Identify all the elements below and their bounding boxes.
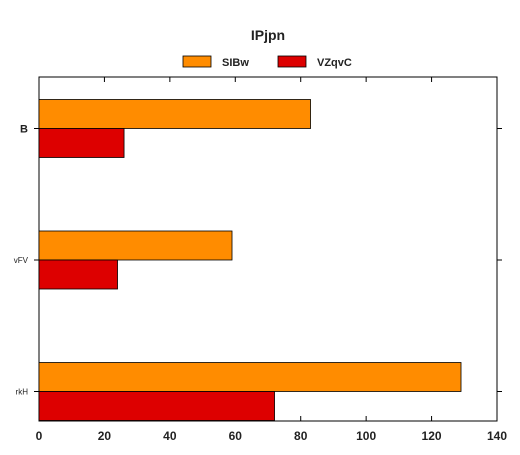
legend-label-vzqvc: VZqvC	[317, 57, 352, 69]
bar-sibw-rkh	[39, 363, 461, 392]
legend: SIBw VZqvC	[183, 56, 352, 69]
x-tick-label: 80	[294, 429, 308, 443]
x-tick-label: 100	[356, 429, 376, 443]
y-tick-label: vFV	[14, 256, 29, 265]
y-tick-label: B	[20, 124, 28, 136]
bar-sibw-b	[39, 100, 311, 129]
legend-swatch-sibw	[183, 56, 211, 67]
legend-swatch-vzqvc	[278, 56, 306, 67]
bar-vzqvc-rkh	[39, 392, 275, 421]
x-tick-label: 60	[229, 429, 243, 443]
x-tick-label: 120	[422, 429, 442, 443]
x-tick-label: 40	[163, 429, 177, 443]
bar-sibw-vfv	[39, 231, 232, 260]
chart-title: IPjpn	[251, 27, 285, 43]
y-tick-label: rkH	[16, 388, 29, 397]
x-tick-label: 20	[98, 429, 112, 443]
x-tick-label: 0	[36, 429, 43, 443]
x-tick-label: 140	[487, 429, 507, 443]
bar-vzqvc-vfv	[39, 260, 118, 289]
legend-label-sibw: SIBw	[222, 57, 249, 69]
bar-vzqvc-b	[39, 129, 124, 158]
